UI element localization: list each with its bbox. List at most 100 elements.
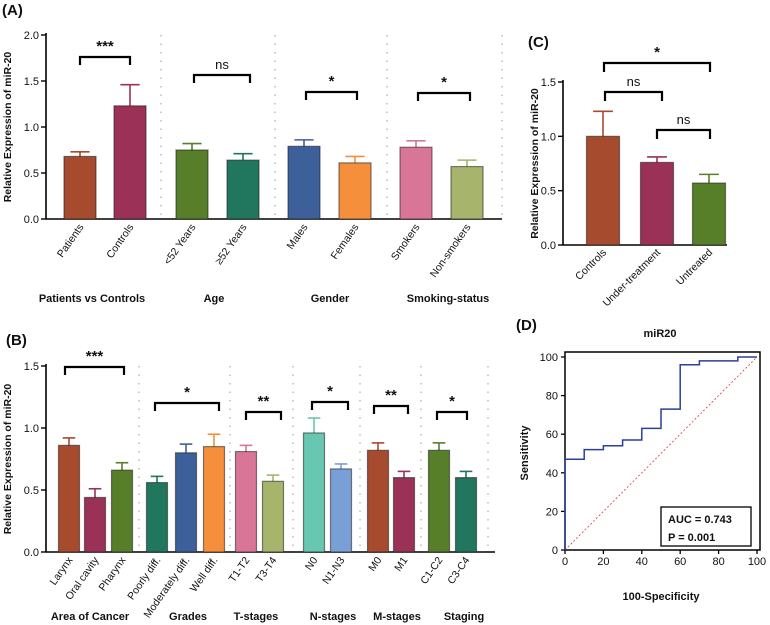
y-axis-title: Relative Expression of miR-20 [529,88,541,239]
y-tick-label: 1.5 [541,77,556,89]
category-label: Non-smokers [428,222,474,280]
category-label: T3-T4 [254,555,280,585]
bar-3 [145,481,169,553]
sig-c-1-bracket [655,128,712,139]
bar-8 [302,432,326,553]
category-label: N1-N3 [320,555,347,587]
y-axis-title: Relative Expression of miR-20 [2,384,14,535]
bar-9 [329,468,353,553]
bar-13 [454,477,478,553]
sig-b-4-bracket [372,404,410,414]
y-tick-label: 1.5 [24,361,39,373]
annotation-box [660,506,752,547]
sig-b-1-bracket [153,401,221,411]
category-label: Controls [104,222,136,261]
roc-frame [564,351,761,551]
sig-c-2-bracket [602,61,712,72]
sig-a-3-label: * [441,74,447,91]
bar-7 [450,165,484,220]
group-label: Smoking-status [407,293,490,305]
y-tick-label: 0.5 [541,186,556,198]
sig-a-2-label: * [329,73,335,90]
category-label: Patients [55,222,87,260]
group-label: Age [204,293,225,305]
y-tick-label: 2.0 [24,30,39,42]
bar-5 [338,162,372,220]
sig-c-1-label: ns [677,112,691,127]
bar-5 [202,446,226,553]
group-label: Grades [169,611,207,623]
roc-curve [564,356,757,550]
bar-0 [585,135,621,246]
sig-a-0-bracket [78,55,132,65]
bar-12 [427,449,451,553]
bar-11 [392,477,416,553]
panel-a-letter: (A) [2,2,23,19]
x-tick-label: 100 [748,556,766,568]
y-tick-label: 0.0 [24,547,39,559]
sig-b-5-label: * [449,393,455,410]
y-tick-label: 1.0 [24,423,39,435]
sig-b-2-label: ** [258,393,270,410]
category-label: M1 [392,555,410,574]
y-tick-label: 1.0 [541,131,556,143]
bar-2 [110,469,134,553]
auc-text: AUC = 0.743 [668,514,732,526]
bar-1 [639,161,675,246]
group-label: Area of Cancer [51,611,130,623]
bar-0 [63,155,97,220]
panel-b-letter: (B) [6,332,27,349]
sig-a-3-bracket [416,91,472,101]
category-label: Females [329,222,362,262]
panel-a-chart: 0.0 0.5 1.0 1.5 2.0 Relative Expression of mi… [2,30,503,305]
bar-3 [226,159,260,220]
sig-c-0-bracket [603,90,664,101]
sig-b-3-bracket [310,400,350,410]
sig-b-5-bracket [435,410,469,420]
category-label: C1-C2 [418,555,445,587]
y-tick-label: 100 [540,352,558,364]
sig-b-2-bracket [244,410,283,420]
panel-d-chart: miR20 0 20 40 60 80 100 0 20 40 60 80 100 100-Specifi… [519,328,766,603]
group-label: Gender [311,293,350,305]
roc-title: miR20 [643,328,676,340]
y-tick-label: 1.0 [24,122,39,134]
y-tick-label: 0.5 [24,168,39,180]
bar-1 [83,496,107,553]
bar-10 [366,449,390,553]
group-label: Staging [444,611,484,623]
bar-4 [174,452,198,553]
bar-0 [57,444,81,553]
bar-4 [287,145,321,220]
category-label: Well diff. [188,555,221,595]
bar-2 [175,149,209,220]
category-label: Under-treatment [601,247,664,310]
category-label: C3-C4 [445,555,472,587]
category-label: Pharynx [97,554,129,593]
y-tick-label: 40 [546,468,558,480]
y-tick-label: 80 [546,391,558,403]
group-label: N-stages [310,611,356,623]
reference-line [564,356,758,551]
sig-b-3-label: * [327,383,333,400]
y-axis-title: Relative Expression of miR-20 [2,52,14,203]
sig-b-0-label: *** [86,348,104,365]
bar-6 [234,450,258,553]
bar-2 [691,182,727,246]
sig-a-1-bracket [192,73,252,83]
sig-a-1-label: ns [215,57,229,72]
category-label: T1-T2 [227,555,253,585]
sig-a-2-bracket [304,90,359,100]
group-label: T-stages [234,611,279,623]
sig-a-0-label: *** [96,38,114,55]
panel-b-chart: 0.0 0.5 1.0 1.5 Relative Expression of miR-2… [2,348,495,623]
category-label: Untreated [674,247,715,288]
panel-d-letter: (D) [516,317,537,334]
x-axis-title: 100-Specificity [622,591,700,603]
x-tick-label: 40 [636,556,648,568]
bar-1 [113,105,147,220]
p-value-text: P = 0.001 [668,532,715,544]
sig-b-4-label: ** [385,387,397,404]
